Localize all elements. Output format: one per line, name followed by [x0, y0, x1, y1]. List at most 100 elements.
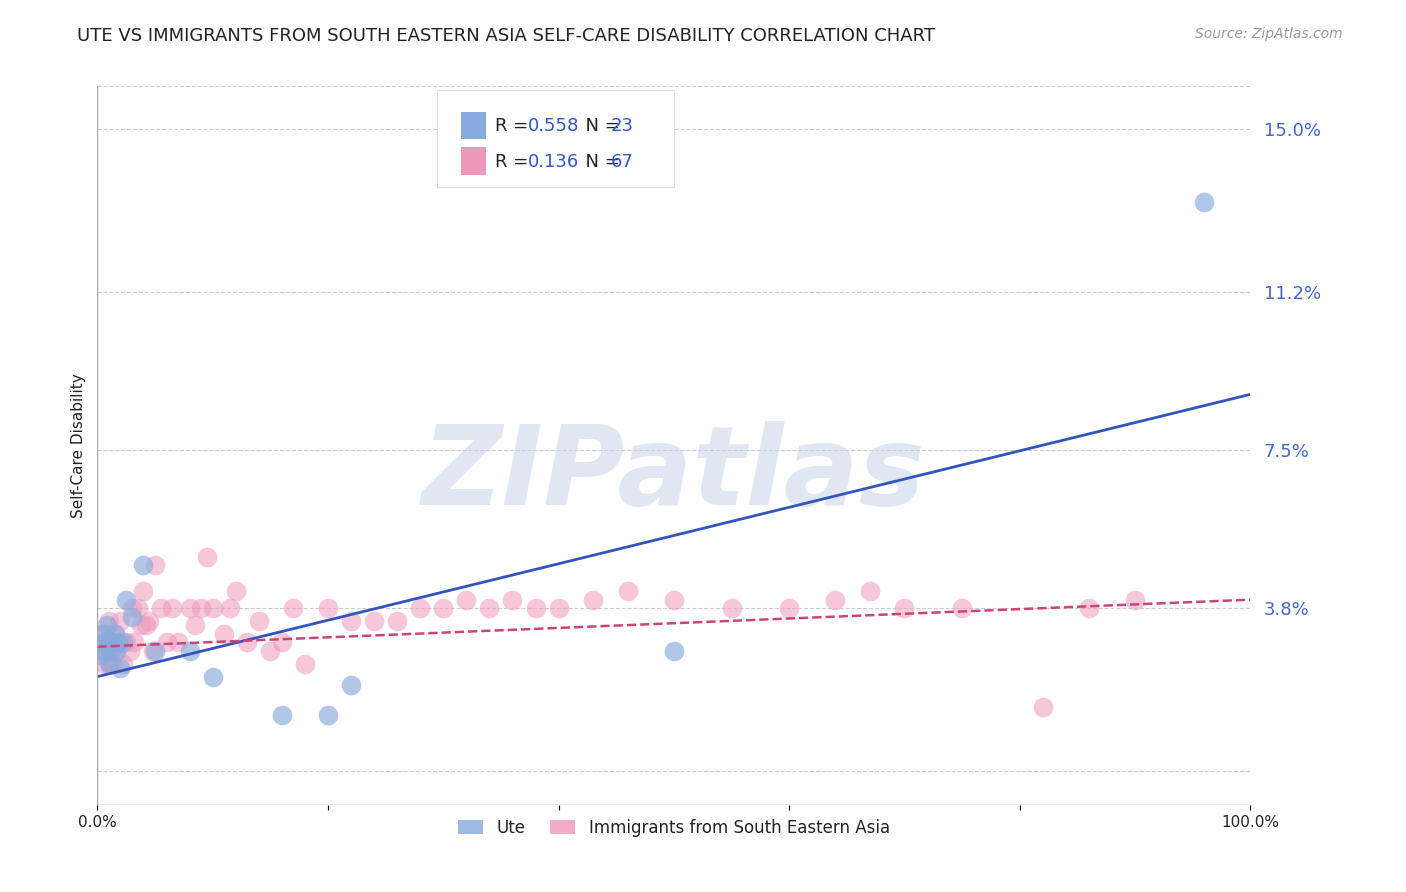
Text: ZIPatlas: ZIPatlas — [422, 421, 925, 528]
Text: N =: N = — [574, 117, 626, 135]
Point — [90, 648, 112, 663]
Text: 0.558: 0.558 — [527, 117, 579, 135]
Point — [201, 601, 224, 615]
Point — [662, 592, 685, 607]
Point — [179, 644, 201, 658]
Point — [97, 644, 120, 658]
Point — [195, 549, 218, 564]
Point — [501, 592, 523, 607]
Point — [111, 657, 134, 671]
Text: R =: R = — [495, 117, 534, 135]
Y-axis label: Self-Care Disability: Self-Care Disability — [72, 374, 86, 518]
Point — [97, 657, 120, 671]
Point — [270, 635, 292, 649]
Point — [104, 644, 127, 658]
Point — [107, 635, 129, 649]
Point — [409, 601, 432, 615]
Text: 0.136: 0.136 — [527, 153, 579, 171]
FancyBboxPatch shape — [437, 90, 673, 187]
Text: R =: R = — [495, 153, 540, 171]
Point — [107, 635, 129, 649]
Text: N =: N = — [574, 153, 626, 171]
Point — [219, 601, 242, 615]
Point — [132, 584, 155, 599]
Point — [1032, 699, 1054, 714]
Point — [259, 644, 281, 658]
Point — [340, 614, 363, 628]
Point — [270, 708, 292, 723]
Point — [294, 657, 316, 671]
Point — [91, 635, 114, 649]
Point — [101, 657, 124, 671]
Point — [129, 618, 152, 632]
Point — [132, 558, 155, 573]
Point — [100, 644, 122, 658]
Point — [167, 635, 190, 649]
Point — [720, 601, 742, 615]
Point — [93, 644, 115, 658]
Point — [127, 601, 149, 615]
Point — [98, 657, 121, 671]
Point — [101, 635, 124, 649]
Point — [385, 614, 408, 628]
Point — [90, 644, 112, 658]
Point — [104, 627, 127, 641]
Point — [179, 601, 201, 615]
Point — [778, 601, 800, 615]
Point — [104, 627, 127, 641]
Point — [225, 584, 247, 599]
Text: 23: 23 — [610, 117, 634, 135]
Point — [111, 635, 134, 649]
Point — [100, 635, 122, 649]
Point — [236, 635, 259, 649]
Point — [98, 635, 121, 649]
Point — [149, 601, 172, 615]
Point — [478, 601, 501, 615]
Point — [190, 601, 212, 615]
Point — [96, 635, 118, 649]
Point — [859, 584, 882, 599]
Point — [138, 614, 160, 628]
Text: Source: ZipAtlas.com: Source: ZipAtlas.com — [1195, 27, 1343, 41]
Point — [363, 614, 385, 628]
Point — [950, 601, 973, 615]
Point — [96, 618, 118, 632]
Point — [1078, 601, 1101, 615]
Point — [1123, 592, 1146, 607]
Point — [893, 601, 915, 615]
Point — [143, 644, 166, 658]
FancyBboxPatch shape — [461, 112, 486, 139]
Point — [122, 635, 145, 649]
Point — [118, 644, 141, 658]
Point — [97, 614, 120, 628]
Point — [283, 601, 305, 615]
Point — [247, 614, 270, 628]
Point — [162, 601, 184, 615]
FancyBboxPatch shape — [461, 147, 486, 175]
Point — [121, 609, 143, 624]
Point — [316, 601, 339, 615]
Point — [94, 635, 117, 649]
Point — [212, 627, 235, 641]
Point — [340, 678, 363, 692]
Point — [432, 601, 454, 615]
Point — [142, 644, 165, 658]
Point — [104, 644, 127, 658]
Point — [1194, 194, 1216, 209]
Point — [91, 627, 114, 641]
Text: 67: 67 — [610, 153, 633, 171]
Point — [616, 584, 638, 599]
Point — [184, 618, 207, 632]
Point — [121, 601, 143, 615]
Point — [94, 657, 117, 671]
Point — [456, 592, 478, 607]
Point — [135, 618, 157, 632]
Point — [201, 670, 224, 684]
Point — [582, 592, 605, 607]
Legend: Ute, Immigrants from South Eastern Asia: Ute, Immigrants from South Eastern Asia — [451, 812, 897, 844]
Point — [97, 635, 120, 649]
Point — [524, 601, 547, 615]
Point — [110, 614, 132, 628]
Point — [824, 592, 846, 607]
Point — [143, 558, 166, 573]
